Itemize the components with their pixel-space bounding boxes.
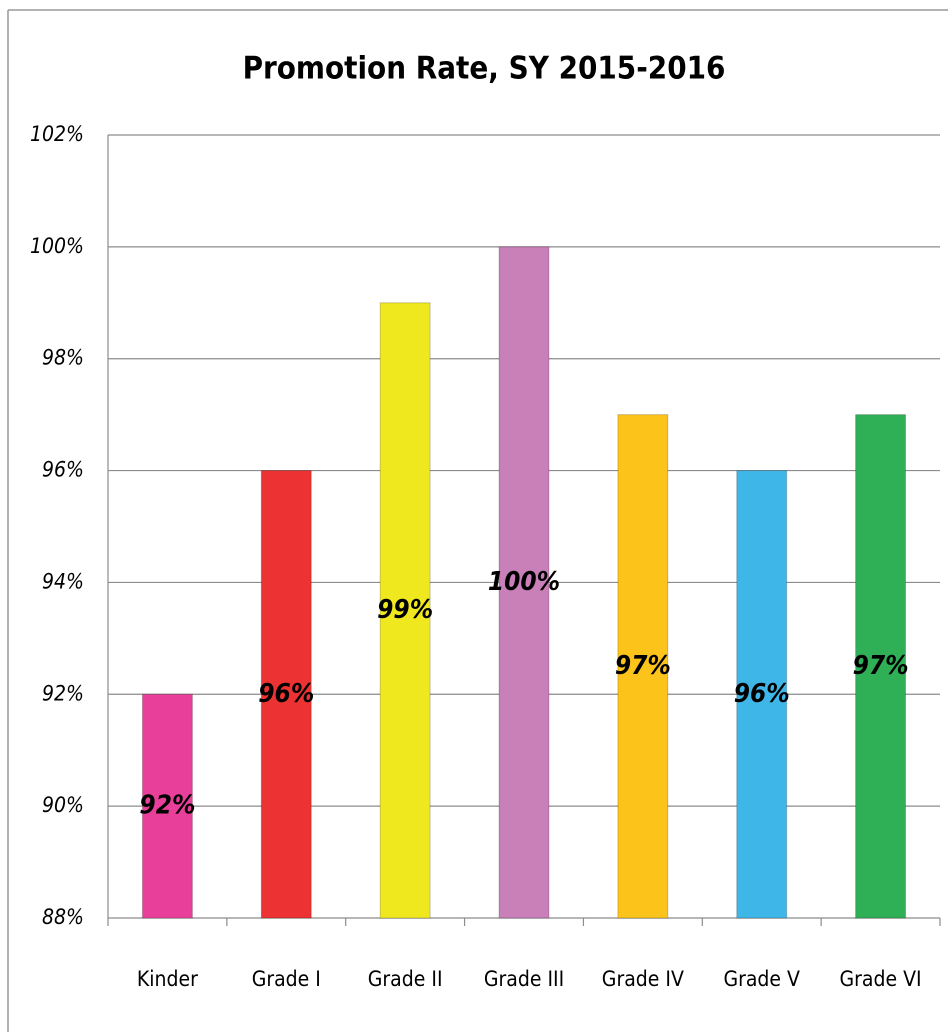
bar (498, 246, 550, 919)
x-tick-label: Grade II (368, 967, 443, 991)
x-tick-label: Grade I (252, 967, 321, 991)
x-tick-label: Kinder (137, 967, 198, 991)
bar (379, 302, 431, 919)
bar (141, 693, 193, 919)
value-label: 96% (258, 679, 314, 709)
value-label: 97% (615, 651, 671, 681)
y-tick-label: 100% (30, 234, 84, 258)
x-tick-label: Grade VI (840, 967, 922, 991)
value-label: 96% (734, 679, 790, 709)
x-tick-label: Grade IV (602, 967, 684, 991)
bar (617, 414, 669, 919)
y-tick-label: 102% (30, 122, 84, 146)
chart-title: Promotion Rate, SY 2015-2016 (243, 51, 726, 87)
value-label: 97% (853, 651, 909, 681)
y-tick-label: 88% (42, 905, 84, 929)
y-tick-label: 92% (42, 681, 84, 705)
bar (855, 414, 907, 919)
value-label: 92% (139, 791, 195, 821)
y-tick-label: 96% (42, 458, 84, 482)
bar (260, 470, 312, 919)
x-tick-label: Grade III (484, 967, 564, 991)
y-tick-label: 94% (42, 569, 84, 593)
y-tick-label: 90% (42, 793, 84, 817)
y-tick-label: 98% (42, 346, 84, 370)
x-tick-label: Grade V (723, 967, 800, 991)
bar (736, 470, 788, 919)
value-label: 99% (377, 595, 433, 625)
value-label: 100% (488, 567, 560, 597)
